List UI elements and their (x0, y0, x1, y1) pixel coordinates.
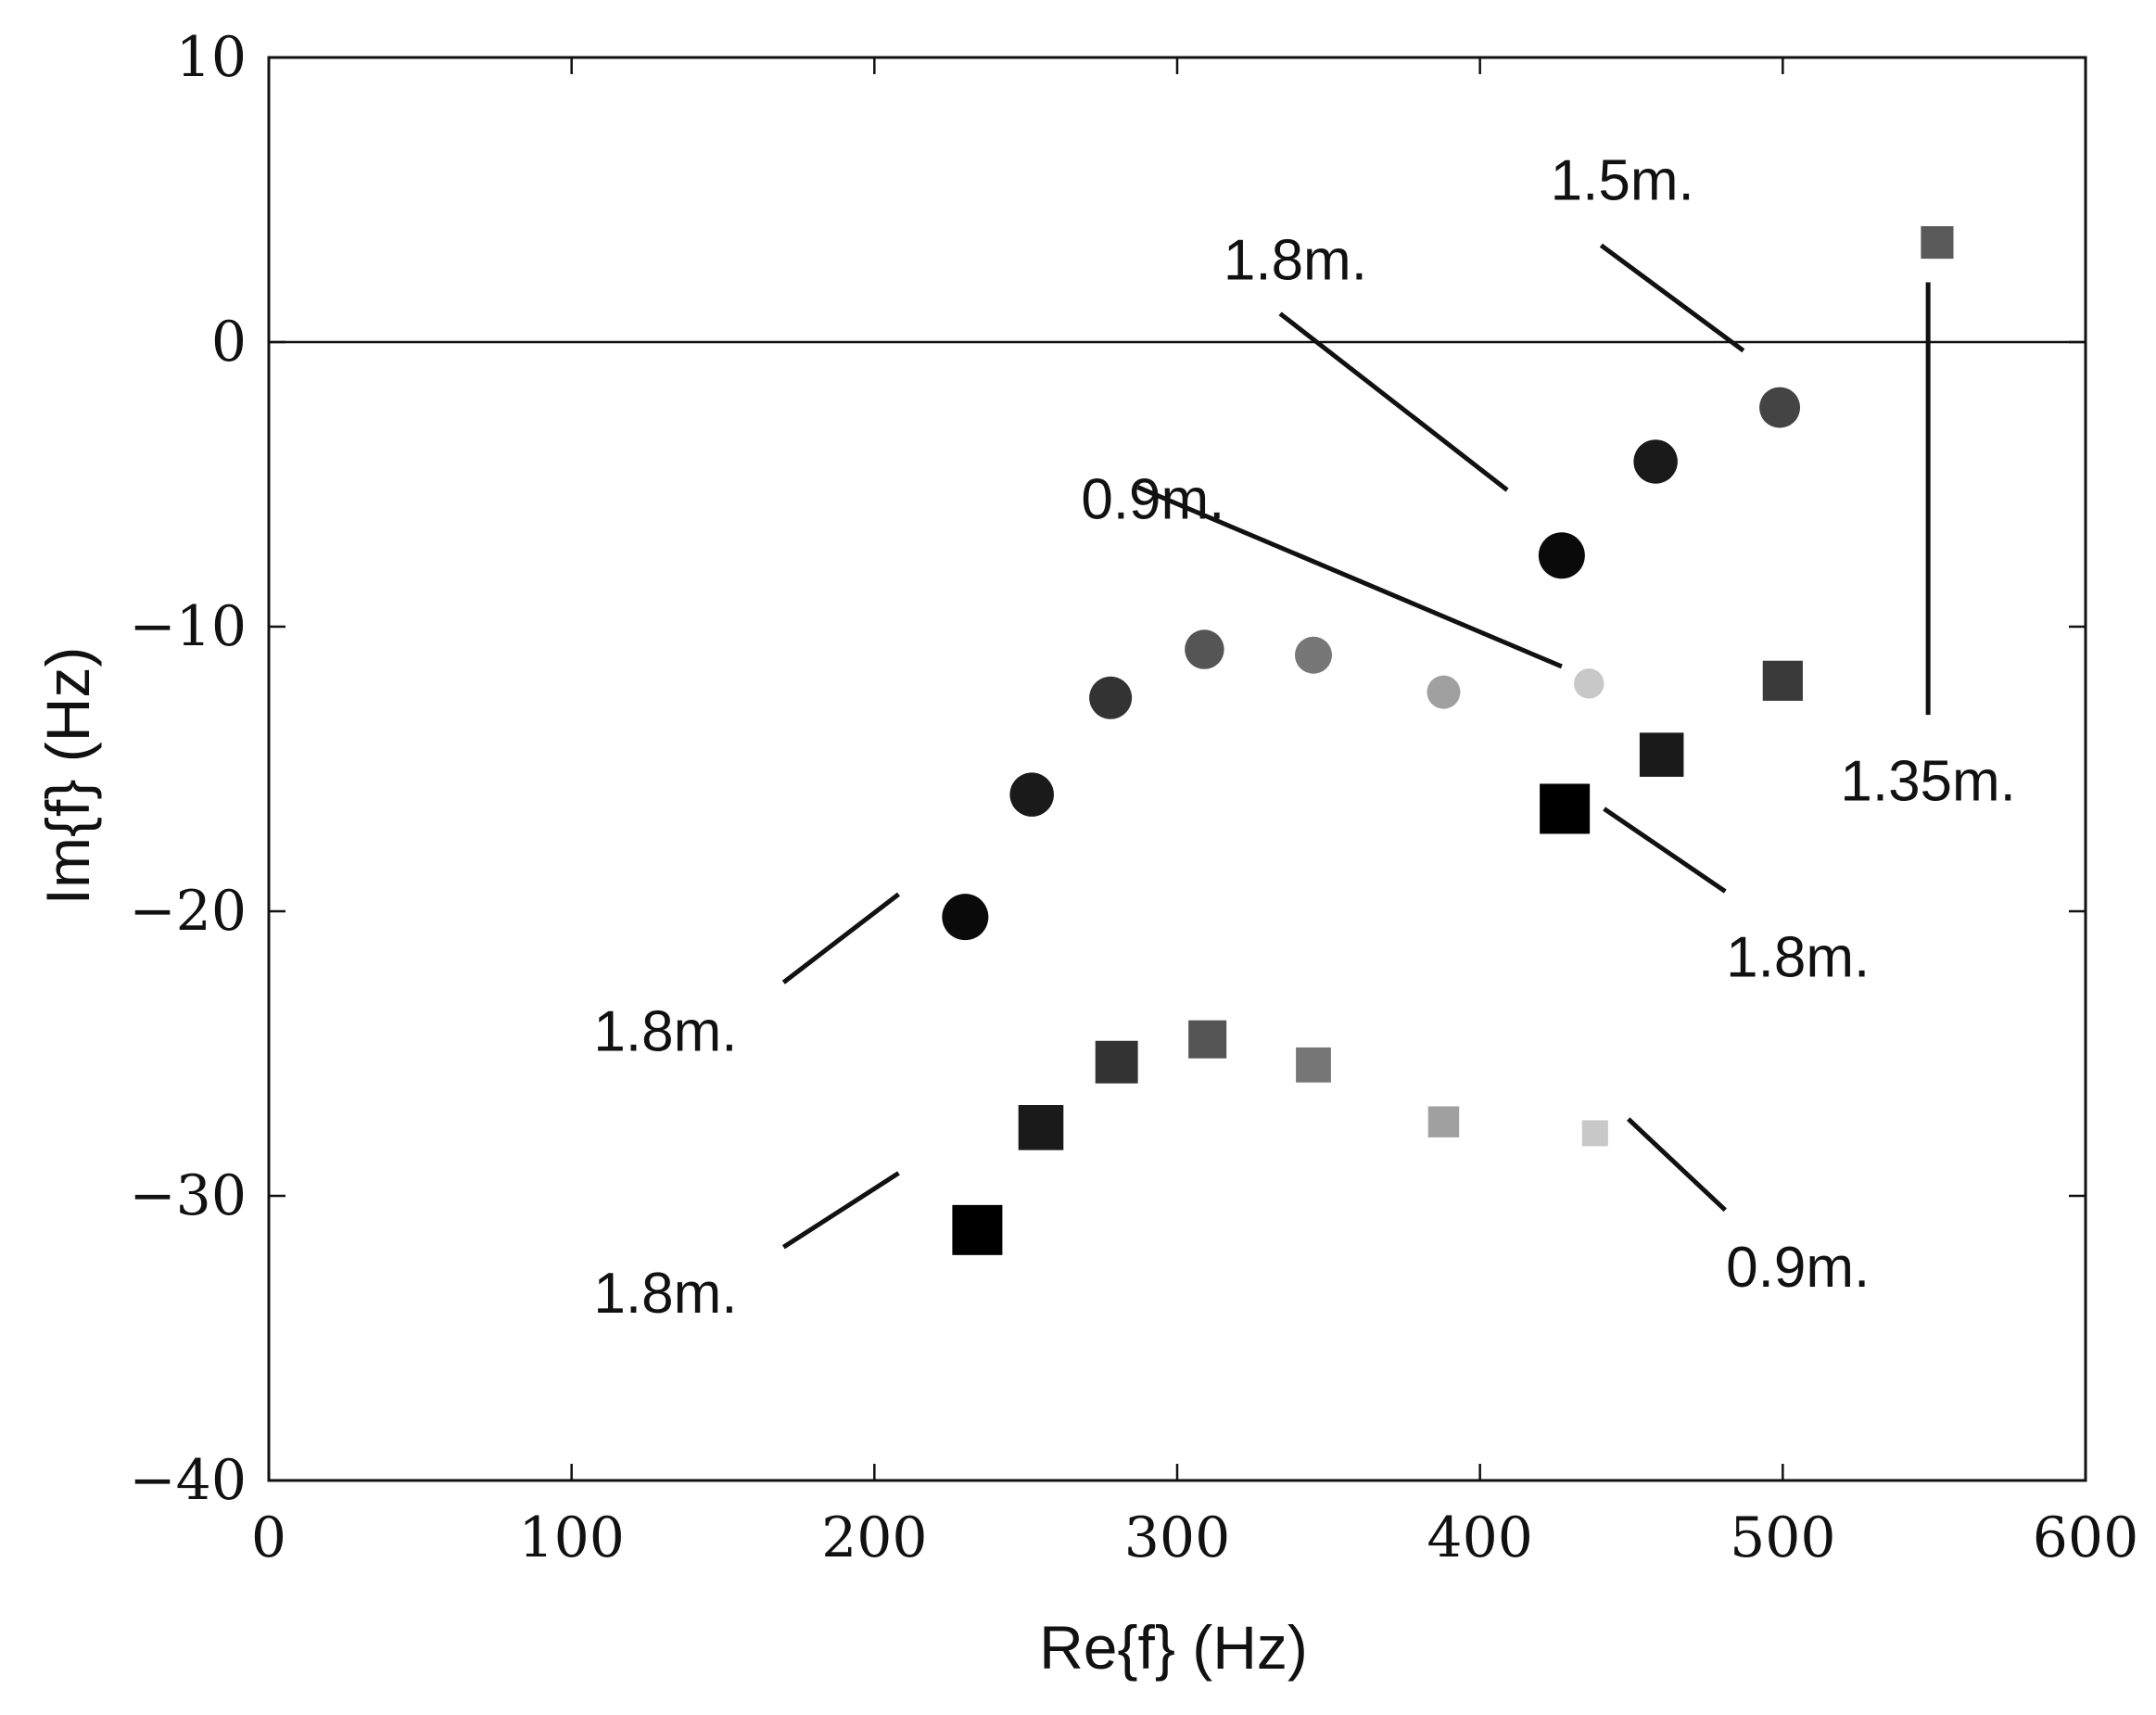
annotation-leader-line (1599, 243, 1745, 353)
x-tick-label: 0 (251, 1505, 286, 1570)
data-point-circle (1089, 676, 1133, 719)
data-point-square (1762, 660, 1803, 701)
annotation-labels: 1.5m. 1.8m. 0.9m. 1.35m. 1.8m. 1.8m. 0.9m. 1.8m… (593, 149, 2016, 1326)
y-tick-label: −10 (129, 594, 247, 659)
data-point-square (1639, 732, 1684, 777)
annotation-leaders (781, 243, 1931, 1250)
annotation-leader-line (1136, 485, 1563, 669)
annotation-leader-line (1603, 807, 1727, 894)
y-tick-label: 10 (176, 25, 247, 90)
data-markers (942, 226, 1954, 1255)
data-point-circle (1574, 668, 1604, 699)
data-point-circle (1185, 629, 1224, 669)
data-point-circle (942, 894, 989, 941)
annotation-label: 1.35m. (1840, 749, 2016, 813)
x-tick-label: 400 (1427, 1505, 1533, 1570)
x-tick-label: 300 (1124, 1505, 1231, 1570)
data-point-circle (1009, 772, 1054, 817)
data-point-square (952, 1204, 1003, 1255)
data-point-circle (1759, 387, 1801, 428)
annotation-label: 0.9m. (1726, 1236, 1870, 1300)
annotation-leader-line (781, 892, 900, 985)
annotation-label: 0.9m. (1081, 467, 1224, 531)
annotation-leader-line (1278, 311, 1509, 492)
annotation-label: 1.8m. (1224, 228, 1367, 292)
x-tick-label: 200 (821, 1505, 928, 1570)
y-tick-label: −40 (129, 1448, 247, 1513)
data-point-square (1095, 1040, 1138, 1084)
x-tick-label: 500 (1730, 1505, 1836, 1570)
data-point-square (1296, 1047, 1331, 1083)
annotation-leader-line (1627, 1117, 1727, 1213)
data-point-square (1188, 1020, 1227, 1059)
y-tick-label: −20 (129, 879, 247, 944)
data-point-circle (1427, 675, 1461, 709)
data-point-circle (1633, 439, 1678, 484)
x-axis-title: Re{f} (Hz) (1039, 1613, 1308, 1682)
annotation-label: 1.8m. (593, 1262, 737, 1326)
y-tick-label: 0 (211, 310, 247, 375)
y-tick-label: −30 (129, 1163, 247, 1228)
data-point-square (1540, 783, 1591, 834)
data-point-square (1427, 1106, 1460, 1137)
annotation-label: 1.8m. (1726, 926, 1870, 990)
annotation-label: 1.5m. (1551, 149, 1694, 213)
x-tick-label: 100 (518, 1505, 625, 1570)
data-point-circle (1295, 636, 1332, 674)
data-point-square (1921, 226, 1954, 260)
annotation-label: 1.8m. (593, 999, 737, 1063)
data-point-square (1018, 1105, 1064, 1150)
x-tick-label: 600 (2033, 1505, 2139, 1570)
data-point-square (1581, 1120, 1608, 1147)
y-axis-title: Im{f} (Hz) (33, 647, 102, 906)
data-point-circle (1538, 532, 1585, 579)
annotation-leader-line (781, 1171, 900, 1250)
